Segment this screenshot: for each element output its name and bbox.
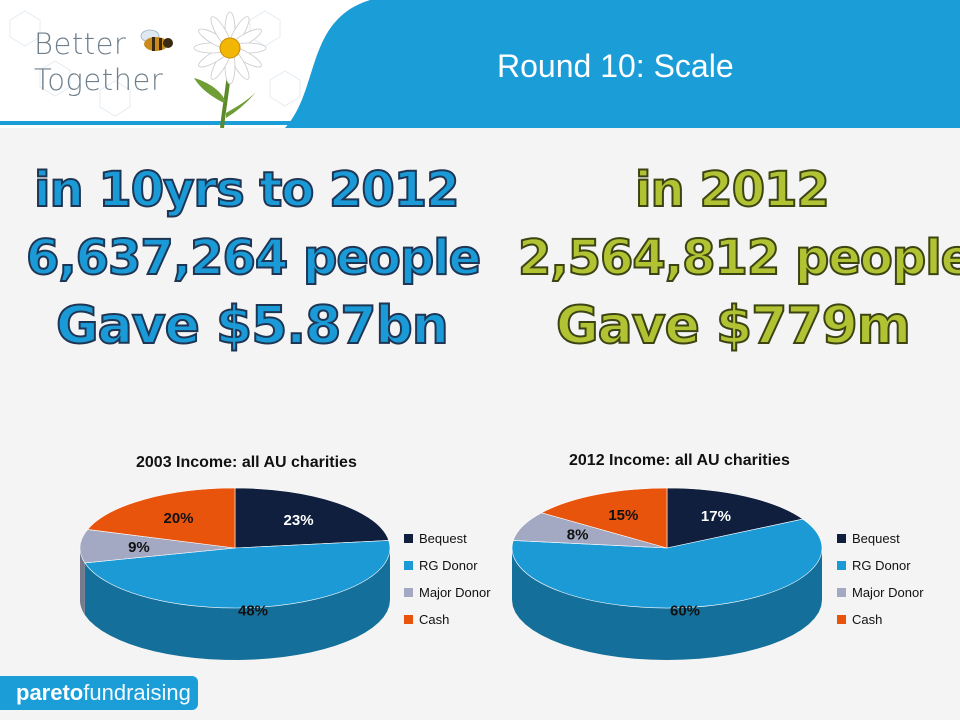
pie-label-major-donor: 8% bbox=[567, 526, 589, 543]
legend-item-bequest: Bequest bbox=[404, 525, 491, 552]
slide-title: Round 10: Scale bbox=[497, 48, 734, 84]
legend-swatch bbox=[404, 534, 413, 543]
pie-slice-bequest bbox=[666, 487, 804, 549]
legend-label: RG Donor bbox=[419, 558, 478, 573]
pie-slice-cash bbox=[540, 487, 668, 549]
logo-line-2: Together bbox=[34, 63, 164, 97]
footer-brand-light: fundraising bbox=[83, 680, 191, 705]
bee-icon bbox=[140, 29, 173, 51]
pie-label-major-donor: 9% bbox=[128, 539, 150, 556]
pie-label-bequest: 17% bbox=[701, 508, 731, 525]
legend-swatch bbox=[837, 561, 846, 570]
footer-brand: paretofundraising bbox=[16, 680, 191, 706]
legend-label: RG Donor bbox=[852, 558, 911, 573]
pie-label-rg-donor: 48% bbox=[238, 603, 268, 620]
slide-header: Better Together Round 10: Scale bbox=[0, 0, 960, 128]
legend-item-major-donor: Major Donor bbox=[837, 579, 924, 606]
pie-label-bequest: 23% bbox=[284, 512, 314, 529]
chart-2003-title: 2003 Income: all AU charities bbox=[136, 454, 357, 471]
headline-right-line-3: Gave $779m bbox=[555, 295, 912, 357]
legend-swatch bbox=[837, 615, 846, 624]
legend-swatch bbox=[837, 534, 846, 543]
legend-label: Cash bbox=[852, 612, 883, 627]
pie-side-rg-donor bbox=[84, 548, 390, 660]
headline-right-line-1: in 2012 bbox=[634, 161, 831, 219]
logo-line-1: Better bbox=[34, 27, 127, 61]
legend-label: Bequest bbox=[419, 531, 467, 546]
chart-2003-pie: 23% 48% 9% 20% bbox=[79, 487, 391, 660]
headline-left-line-1: in 10yrs to 2012 bbox=[33, 161, 461, 219]
legend-swatch bbox=[404, 561, 413, 570]
pie-label-cash: 20% bbox=[163, 510, 193, 527]
headline-right-line-2: 2,564,812 people bbox=[517, 229, 960, 287]
legend-swatch bbox=[837, 588, 846, 597]
headline-left-line-2: 6,637,264 people bbox=[25, 229, 482, 287]
chart-2003-legend: Bequest RG Donor Major Donor Cash bbox=[404, 525, 491, 633]
legend-item-cash: Cash bbox=[404, 606, 491, 633]
legend-item-rg-donor: RG Donor bbox=[404, 552, 491, 579]
chart-2012-title: 2012 Income: all AU charities bbox=[569, 452, 790, 469]
legend-item-bequest: Bequest bbox=[837, 525, 924, 552]
pie-slice-rg-donor bbox=[84, 540, 391, 609]
headline-left-line-3: Gave $5.87bn bbox=[55, 295, 450, 357]
legend-swatch bbox=[404, 615, 413, 624]
footer-brand-badge: paretofundraising bbox=[0, 676, 198, 710]
legend-label: Cash bbox=[419, 612, 450, 627]
pie-label-rg-donor: 60% bbox=[670, 603, 700, 620]
footer-brand-bold: pareto bbox=[16, 680, 84, 705]
pie-slice-rg-donor bbox=[511, 518, 823, 609]
legend-swatch bbox=[404, 588, 413, 597]
pie-side-rg-donor bbox=[512, 548, 822, 660]
daisy-flower-icon bbox=[193, 11, 267, 128]
legend-item-major-donor: Major Donor bbox=[404, 579, 491, 606]
header-background bbox=[0, 0, 960, 128]
chart-2012-pie: 17% 60% 8% 15% bbox=[511, 487, 823, 660]
legend-item-rg-donor: RG Donor bbox=[837, 552, 924, 579]
legend-label: Bequest bbox=[852, 531, 900, 546]
pie-label-cash: 15% bbox=[608, 507, 638, 524]
logo-text: Better Together bbox=[34, 26, 163, 98]
pie-side-major-donor bbox=[80, 548, 85, 615]
pie-slice-bequest bbox=[234, 487, 390, 549]
chart-2012-legend: Bequest RG Donor Major Donor Cash bbox=[837, 525, 924, 633]
pie-slice-major-donor bbox=[79, 529, 236, 564]
legend-item-cash: Cash bbox=[837, 606, 924, 633]
legend-label: Major Donor bbox=[419, 585, 491, 600]
legend-label: Major Donor bbox=[852, 585, 924, 600]
pie-slice-cash bbox=[87, 487, 236, 549]
